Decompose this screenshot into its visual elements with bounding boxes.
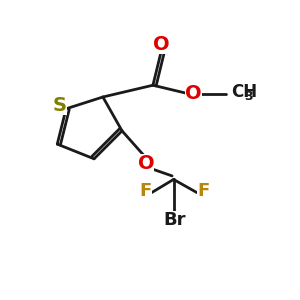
Text: O: O <box>138 154 154 173</box>
Text: F: F <box>197 182 210 200</box>
Text: 3: 3 <box>244 90 253 103</box>
Text: Br: Br <box>164 211 186 229</box>
Text: O: O <box>185 84 202 103</box>
Text: S: S <box>52 96 67 115</box>
Text: F: F <box>140 182 152 200</box>
Text: CH: CH <box>231 83 257 101</box>
Text: O: O <box>153 35 169 54</box>
